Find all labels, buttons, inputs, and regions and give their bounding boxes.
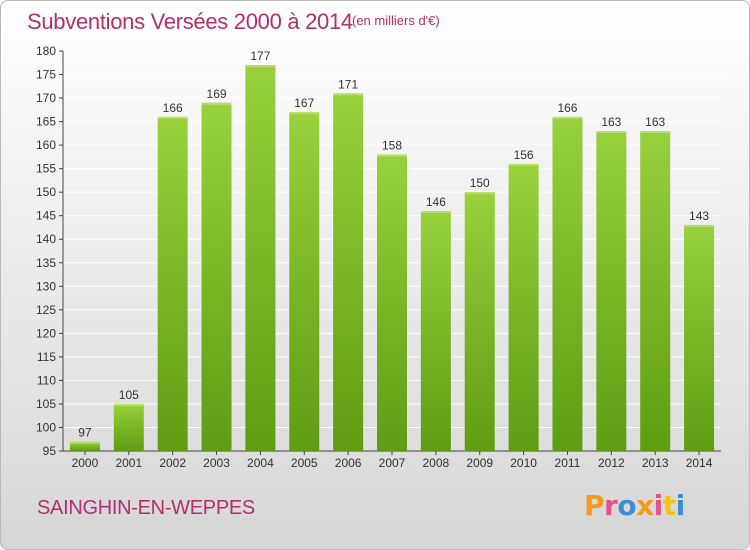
bar-highlight: [377, 154, 407, 157]
y-tick-label: 95: [43, 444, 57, 458]
bar: [684, 225, 715, 451]
bar: [640, 131, 671, 451]
bars: [69, 65, 715, 452]
x-tick-label: 2000: [72, 456, 99, 470]
y-tick-label: 125: [36, 303, 56, 317]
bar: [552, 116, 583, 451]
bar: [157, 116, 188, 451]
y-tick-label: 165: [36, 115, 56, 129]
logo-letter: i: [653, 489, 664, 522]
y-tick-label: 145: [36, 209, 56, 223]
x-tick-label: 2013: [642, 456, 669, 470]
bar-highlight: [69, 441, 100, 444]
chart-title: Subventions Versées 2000 à 2014: [27, 9, 353, 34]
bar: [508, 163, 539, 452]
y-tick-label: 180: [36, 44, 56, 58]
data-label: 171: [338, 77, 358, 91]
data-label: 150: [470, 176, 490, 190]
x-tick-label: 2001: [115, 456, 142, 470]
bar-highlight: [508, 163, 539, 166]
bar-highlight: [420, 211, 451, 213]
data-label: 167: [294, 96, 314, 110]
data-label: 156: [514, 148, 534, 162]
logo-letter: r: [604, 489, 618, 522]
y-tick-label: 130: [36, 279, 56, 293]
logo-letter: i: [675, 489, 686, 522]
x-tick-label: 2010: [510, 456, 537, 470]
logo-letter: t: [662, 489, 676, 522]
x-tick-label: 2011: [555, 456, 581, 470]
logo-letter: x: [636, 489, 654, 522]
x-tick-label: 2002: [159, 456, 186, 470]
bar: [245, 65, 276, 451]
bar: [420, 211, 451, 451]
logo-letter: o: [617, 489, 637, 522]
bar: [333, 93, 364, 452]
data-label: 105: [119, 388, 139, 402]
bar-highlight: [245, 65, 276, 68]
y-tick-label: 160: [36, 138, 56, 152]
y-tick-label: 110: [37, 373, 56, 387]
bar-highlight: [289, 112, 320, 115]
x-tick-label: 2012: [598, 456, 625, 470]
bar: [377, 154, 407, 451]
bar-highlight: [333, 93, 364, 96]
labels: 95 100 105 110 115 120 125 130 135 140 145 150 155 16…: [36, 44, 713, 470]
bar-highlight: [464, 192, 495, 195]
logo-letter: P: [584, 489, 605, 522]
x-tick-label: 2006: [335, 456, 362, 470]
x-tick-label: 2003: [203, 456, 230, 470]
bar: [113, 403, 144, 451]
data-label: 169: [207, 87, 227, 101]
data-label: 143: [689, 209, 709, 223]
chart-unit: (en milliers d'€): [352, 13, 440, 28]
x-tick-label: 2007: [379, 456, 406, 470]
data-label: 163: [601, 115, 621, 129]
bar-highlight: [640, 131, 671, 133]
x-tick-label: 2004: [247, 456, 274, 470]
data-label: 146: [426, 195, 446, 209]
data-label: 166: [557, 101, 577, 115]
bar-highlight: [596, 131, 627, 133]
bar-highlight: [157, 116, 188, 119]
data-label: 163: [645, 115, 665, 129]
y-tick-label: 170: [36, 91, 56, 105]
y-tick-label: 175: [36, 68, 56, 82]
data-label: 166: [163, 101, 183, 115]
bar: [201, 102, 232, 451]
x-tick-label: 2009: [466, 456, 493, 470]
commune-name: SAINGHIN-EN-WEPPES: [37, 497, 255, 519]
bar-highlight: [113, 403, 144, 406]
bar-highlight: [684, 225, 715, 228]
x-tick-label: 2008: [423, 456, 450, 470]
x-tick-label: 2005: [291, 456, 318, 470]
data-label: 97: [78, 426, 92, 440]
data-label: 177: [250, 49, 270, 63]
bar: [464, 192, 495, 452]
bar-highlight: [201, 102, 232, 105]
y-tick-label: 155: [36, 162, 56, 176]
bar: [289, 112, 320, 452]
y-tick-label: 100: [36, 420, 56, 434]
bar: [596, 131, 627, 451]
y-tick-label: 120: [36, 326, 56, 340]
y-tick-label: 105: [36, 397, 56, 411]
data-label: 158: [382, 139, 402, 153]
y-tick-label: 150: [36, 185, 56, 199]
bar: [69, 441, 100, 451]
y-tick-label: 140: [36, 232, 56, 246]
y-tick-label: 135: [36, 256, 56, 270]
y-tick-label: 115: [37, 350, 56, 364]
proxiti-logo: Proxiti: [584, 489, 685, 522]
x-tick-label: 2014: [686, 456, 713, 470]
bar-highlight: [552, 116, 583, 119]
